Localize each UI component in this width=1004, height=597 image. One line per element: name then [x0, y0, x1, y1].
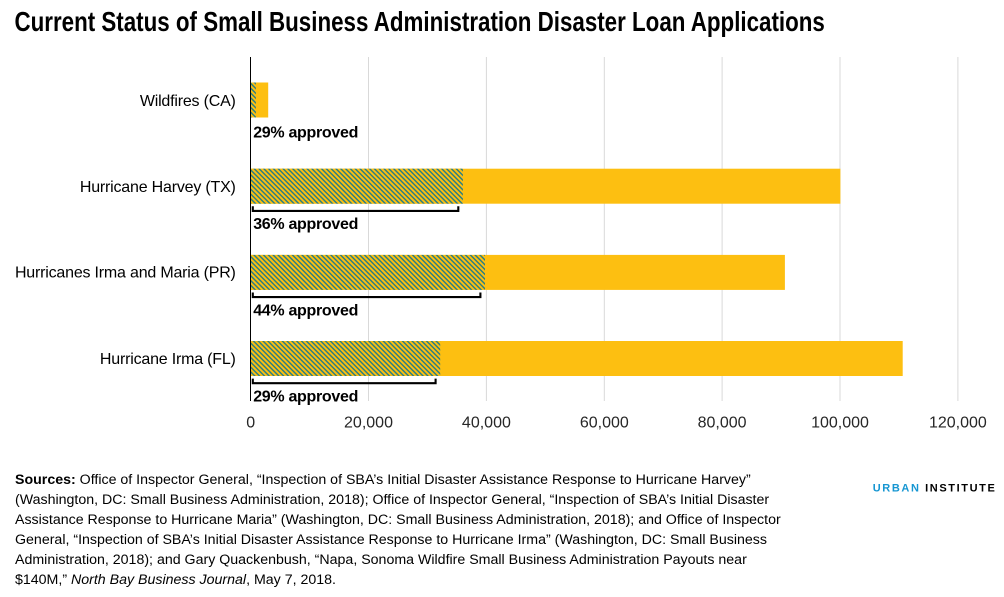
svg-text:Wildfires (CA): Wildfires (CA)	[140, 93, 236, 110]
svg-text:20,000: 20,000	[344, 415, 393, 432]
svg-text:Current Status of Small Busine: Current Status of Small Business Adminis…	[15, 7, 825, 38]
svg-text:Hurricane Harvey (TX): Hurricane Harvey (TX)	[80, 179, 236, 196]
svg-text:29% approved: 29% approved	[253, 389, 358, 406]
svg-text:40,000: 40,000	[462, 415, 511, 432]
svg-text:(Washington, DC: Small Busines: (Washington, DC: Small Business Administ…	[15, 492, 769, 508]
svg-text:Sources: Office of Inspector G: Sources: Office of Inspector General, “I…	[15, 472, 751, 488]
svg-text:$140M,” North Bay Business Jou: $140M,” North Bay Business Journal, May …	[15, 572, 336, 588]
svg-text:Hurricane Irma (FL): Hurricane Irma (FL)	[100, 351, 236, 368]
svg-text:URBAN INSTITUTE: URBAN INSTITUTE	[873, 483, 997, 495]
svg-text:General, “Inspection of SBA’s: General, “Inspection of SBA’s Initial Di…	[15, 532, 767, 548]
svg-text:29% approved: 29% approved	[253, 124, 358, 141]
svg-text:44% approved: 44% approved	[253, 303, 358, 320]
svg-text:80,000: 80,000	[698, 415, 747, 432]
svg-text:120,000: 120,000	[929, 415, 987, 432]
svg-text:60,000: 60,000	[580, 415, 629, 432]
svg-text:0: 0	[246, 415, 255, 432]
svg-text:36% approved: 36% approved	[253, 216, 358, 233]
svg-text:Hurricanes Irma and Maria (PR): Hurricanes Irma and Maria (PR)	[15, 265, 236, 282]
svg-text:Assistance Response to Hurrica: Assistance Response to Hurricane Maria” …	[15, 512, 781, 528]
svg-text:100,000: 100,000	[811, 415, 869, 432]
svg-text:Administration, 2018); and Gar: Administration, 2018); and Gary Quackenb…	[15, 552, 747, 568]
